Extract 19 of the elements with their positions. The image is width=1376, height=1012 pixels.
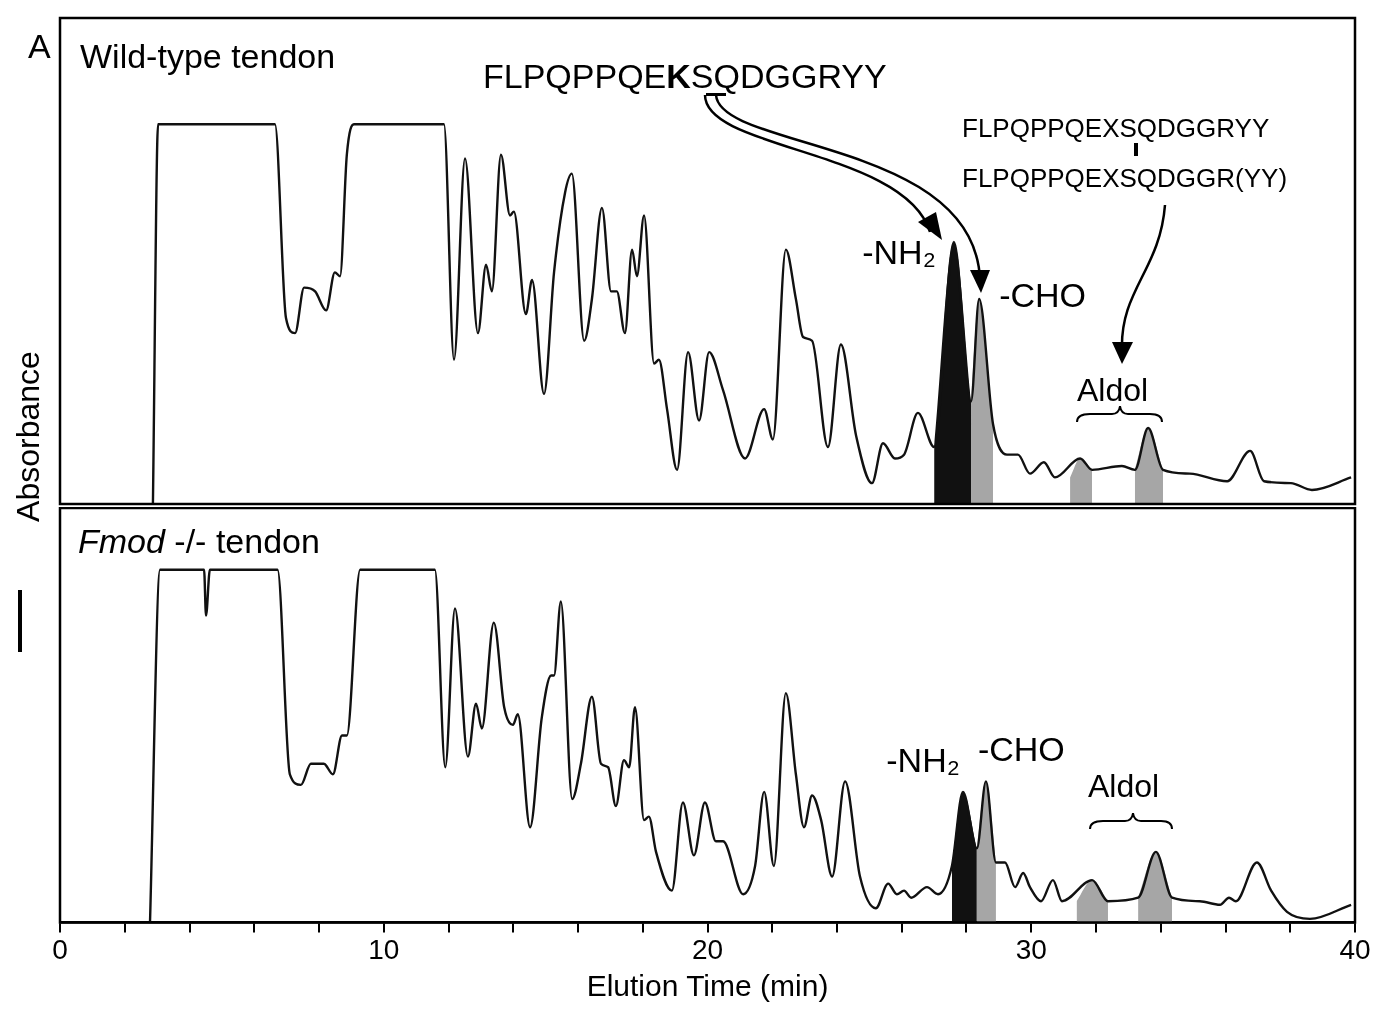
y-axis-title: Absorbance (9, 350, 47, 524)
x-tick-label: 10 (368, 933, 400, 965)
annotation: Aldol (1088, 768, 1160, 804)
annotation: Aldol (1077, 372, 1149, 408)
x-axis-title: Elution Time (min) (586, 969, 829, 1003)
chart-title: Wild-type tendon (80, 37, 336, 75)
text: FLPQPPQEKSQDGGRYY (483, 57, 887, 95)
chart-title: Fmod -/- tendon (78, 522, 320, 560)
annotation: -NH₂ (886, 740, 960, 779)
annotation: FLPQPPQEXSQDGGR(YY) (962, 163, 1288, 193)
x-tick-label: 20 (691, 933, 724, 965)
annotation: -CHO (999, 275, 1087, 314)
text: A (28, 27, 51, 65)
x-tick-label: 0 (52, 933, 68, 965)
x-tick-label: 30 (1015, 933, 1047, 965)
annotation: FLPQPPQEXSQDGGRYY (962, 113, 1270, 143)
annotation: -CHO (977, 730, 1065, 769)
x-tick-label: 40 (1339, 933, 1371, 965)
annotation: -NH₂ (862, 233, 936, 272)
